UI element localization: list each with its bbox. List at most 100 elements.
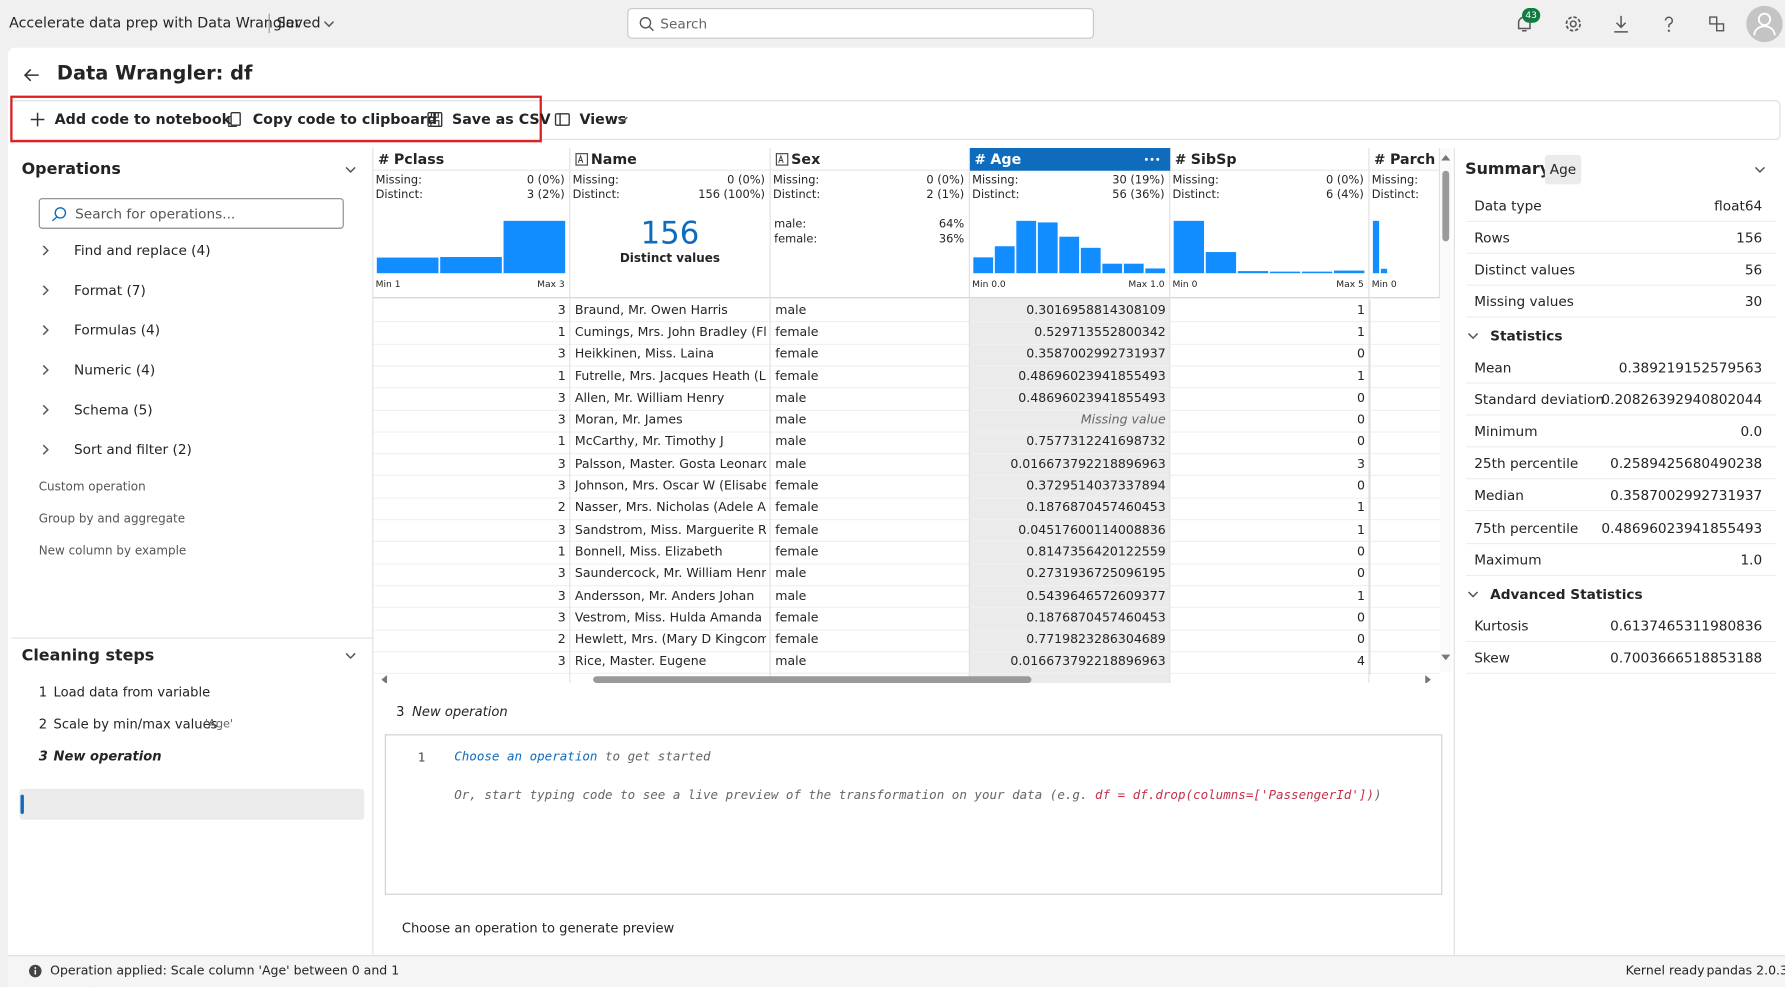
toolbar-button[interactable]: Copy code to clipboard: [228, 105, 437, 135]
operation-group[interactable]: Formulas (4): [73, 322, 161, 339]
search-box[interactable]: Search: [627, 7, 1094, 39]
code-editor[interactable]: 1 Choose an operation to get started Or, s…: [384, 734, 1443, 895]
code-line: Or, start typing code to see a live prev…: [454, 788, 1381, 803]
histogram-bar: [1205, 252, 1237, 274]
operation-group[interactable]: Numeric (4): [73, 362, 156, 378]
chevron-right[interactable]: [39, 244, 53, 258]
help[interactable]: [1659, 14, 1679, 34]
chevron-right[interactable]: [39, 323, 53, 337]
column-border: [968, 298, 970, 684]
grid-cell: female: [775, 609, 819, 625]
step-label[interactable]: New operation: [53, 747, 162, 764]
scroll-down[interactable]: [1440, 653, 1451, 662]
code-link[interactable]: Choose an operation: [454, 749, 598, 764]
row-border: [1369, 366, 1440, 389]
summary-value: 0.6137465311980836: [1610, 617, 1763, 634]
grid-cell: 1: [1356, 588, 1365, 603]
status-message: Operation applied: Scale column 'Age' be…: [50, 963, 400, 978]
avatar[interactable]: [1746, 5, 1783, 43]
toolbar-button[interactable]: Views: [554, 105, 645, 135]
operation-group[interactable]: Format (7): [73, 282, 146, 299]
column-header[interactable]: Name Missing: 0 (0%) Distinct: 156 (100%) 156…: [570, 147, 771, 299]
chevron-right[interactable]: [39, 283, 53, 297]
grid-cell: Palsson, Master. Gosta Leonard: [574, 456, 767, 472]
step-label[interactable]: Load data from variable: [53, 684, 211, 701]
column-name-bar: Sex: [770, 148, 970, 171]
row-line: [373, 563, 1441, 565]
share[interactable]: [1706, 14, 1726, 34]
chevron-down[interactable]: [1466, 329, 1480, 343]
back-button[interactable]: [23, 66, 41, 84]
row-line: [373, 606, 1441, 609]
column-header[interactable]: # Pclass Missing: 0 (0%) Distinct: 3 (2%) Min …: [373, 147, 571, 299]
operation-link[interactable]: Custom operation: [38, 480, 146, 495]
chevron-down[interactable]: [1753, 163, 1767, 177]
column-header[interactable]: # SibSp Missing: 0 (0%) Distinct: 6 (4%) Min 0…: [1170, 147, 1370, 299]
histogram-bar: [440, 257, 502, 274]
toolbar-icon: [554, 113, 570, 126]
column-header[interactable]: # Parch Missing: Distinct: Min 0: [1369, 147, 1441, 299]
missing-label: Missing:: [1172, 174, 1219, 187]
summary-value: float64: [1714, 198, 1763, 215]
histogram-min: Min 0: [1371, 278, 1397, 290]
distinct-value: 156 (100%): [698, 188, 765, 202]
chevron-down[interactable]: [322, 17, 336, 31]
grid-cell: Rice, Master. Eugene: [574, 653, 707, 669]
operation-link[interactable]: Group by and aggregate: [38, 512, 186, 526]
operation-group[interactable]: Schema (5): [73, 401, 153, 418]
operation-group[interactable]: Sort and filter (2): [73, 441, 192, 458]
chevron-down[interactable]: [1466, 587, 1480, 601]
grid-cell: 1: [1356, 302, 1365, 318]
distinct-label: Distinct:: [972, 188, 1020, 202]
row-border: [1369, 454, 1440, 477]
row-border: [1369, 652, 1440, 675]
histogram: [1372, 220, 1388, 274]
row-line: [373, 365, 1441, 367]
step-number[interactable]: 3: [38, 747, 48, 764]
grid-cell: 0: [1356, 390, 1365, 406]
histogram-bar: [1237, 271, 1269, 274]
distinct-label: Distinct:: [572, 188, 620, 202]
row-line: [373, 431, 1441, 433]
grid-cell: 2: [557, 631, 566, 647]
summary-value: 30: [1744, 293, 1763, 310]
missing-value: 0 (0%): [727, 174, 765, 187]
chevron-right[interactable]: [39, 363, 53, 377]
row-line: [373, 541, 1441, 543]
settings[interactable]: [1563, 14, 1583, 34]
operations-search[interactable]: Search for operations...: [38, 198, 344, 229]
scroll-right[interactable]: [1424, 674, 1433, 684]
grid-cell: female: [775, 478, 819, 493]
column-border: [1169, 298, 1171, 684]
main-panel: Data Wrangler: df Add code to notebook Cop…: [7, 47, 1785, 987]
operation-group[interactable]: Find and replace (4): [73, 242, 211, 259]
step-label[interactable]: Scale by min/max values: [53, 716, 218, 732]
toolbar-button[interactable]: Save as CSV: [427, 105, 609, 135]
chevron-down[interactable]: [344, 163, 358, 177]
chevron-down[interactable]: [616, 113, 630, 127]
scroll-up[interactable]: [1440, 153, 1451, 162]
row-line: [373, 475, 1441, 477]
grid-cell: 0.1876870457460453: [1026, 500, 1166, 515]
histogram-bar: [1123, 263, 1144, 274]
chevron-right[interactable]: [39, 403, 53, 417]
scroll-left[interactable]: [379, 674, 388, 684]
histogram: [973, 220, 1166, 274]
column-header[interactable]: # Age Missing: 30 (19%) Distinct: 56 (36%) Min…: [969, 147, 1171, 299]
h-scroll-thumb[interactable]: [593, 676, 1032, 684]
grid-cell: Allen, Mr. William Henry: [574, 390, 725, 406]
toolbar-button[interactable]: Add code to notebook: [30, 105, 231, 135]
share-value: 36%: [938, 233, 965, 246]
download[interactable]: [1611, 14, 1631, 34]
column-header[interactable]: Sex Missing: 0 (0%) Distinct: 2 (1%) male: 64%…: [770, 147, 970, 299]
chevron-down[interactable]: [344, 649, 358, 663]
chevron-right[interactable]: [39, 443, 53, 457]
summary-divider: [1466, 446, 1776, 448]
operation-link[interactable]: New column by example: [38, 544, 187, 558]
step-number[interactable]: 1: [38, 684, 48, 701]
column-menu[interactable]: [1143, 153, 1161, 167]
v-scroll-thumb[interactable]: [1442, 170, 1450, 242]
step-number[interactable]: 2: [38, 716, 48, 732]
column-name: Name: [590, 150, 637, 168]
left-panel: Operations Search for operations... Find a…: [11, 147, 374, 987]
